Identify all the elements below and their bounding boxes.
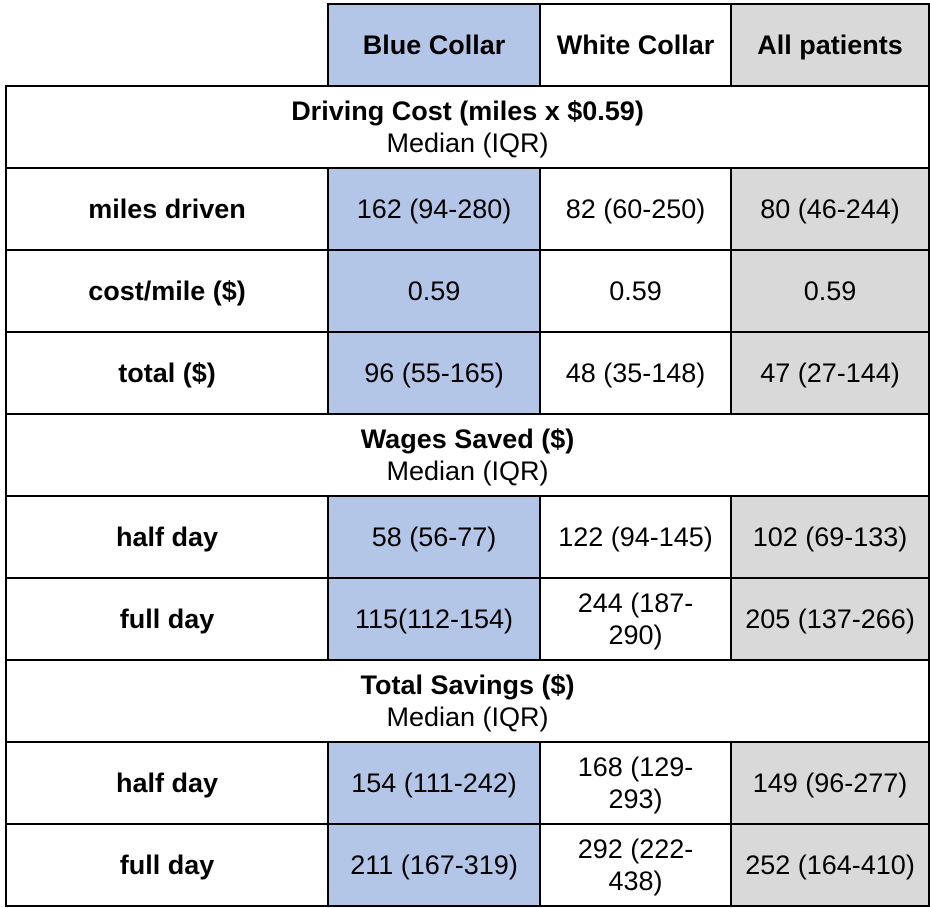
value-cell: 154 (111-242) (327, 741, 541, 825)
column-header: All patients (730, 3, 930, 87)
row-label: half day (5, 741, 329, 825)
value-cell: 211 (167-319) (327, 823, 541, 907)
data-row: half day 58 (56-77) 122 (94-145) 102 (69-13… (5, 495, 930, 579)
value-cell: 58 (56-77) (327, 495, 541, 579)
value-cell: 0.59 (539, 249, 732, 333)
data-row: total ($) 96 (55-165) 48 (35-148) 47 (27-14… (5, 331, 930, 415)
row-label: full day (5, 823, 329, 907)
value-cell: 292 (222-438) (539, 823, 732, 907)
value-cell: 244 (187-290) (539, 577, 732, 661)
value-cell: 162 (94-280) (327, 167, 541, 251)
column-header: Blue Collar (327, 3, 541, 87)
section-subtitle: Median (IQR) (386, 702, 549, 732)
data-row: full day 211 (167-319) 292 (222-438) 252 (1… (5, 823, 930, 907)
data-row: full day 115(112-154) 244 (187-290) 205 (13… (5, 577, 930, 661)
row-label: miles driven (5, 167, 329, 251)
header-row: Blue Collar White Collar All patients (6, 3, 930, 87)
section-subtitle: Median (IQR) (386, 128, 549, 158)
row-label: cost/mile ($) (5, 249, 329, 333)
value-cell: 47 (27-144) (730, 331, 930, 415)
data-row: miles driven 162 (94-280) 82 (60-250) 80 (4… (5, 167, 930, 251)
value-cell: 205 (137-266) (730, 577, 930, 661)
value-cell: 96 (55-165) (327, 331, 541, 415)
row-label: half day (5, 495, 329, 579)
value-cell: 102 (69-133) (730, 495, 930, 579)
value-cell: 80 (46-244) (730, 167, 930, 251)
section-row: Total Savings ($) Median (IQR) (5, 659, 930, 743)
blank-cell (6, 4, 329, 87)
table-body: Blue Collar White Collar All patients Drivi… (5, 3, 930, 907)
column-header: White Collar (539, 3, 732, 87)
value-cell: 82 (60-250) (539, 167, 732, 251)
value-cell: 122 (94-145) (539, 495, 732, 579)
section-title: Total Savings ($) (360, 670, 575, 700)
value-cell: 252 (164-410) (730, 823, 930, 907)
row-label: total ($) (5, 331, 329, 415)
section-row: Wages Saved ($) Median (IQR) (5, 413, 930, 497)
value-cell: 48 (35-148) (539, 331, 732, 415)
value-cell: 168 (129-293) (539, 741, 732, 825)
section-row: Driving Cost (miles x $0.59) Median (IQR) (5, 85, 930, 169)
row-label: full day (5, 577, 329, 661)
value-cell: 0.59 (730, 249, 930, 333)
savings-table: Blue Collar White Collar All patients Drivi… (5, 3, 930, 907)
section-subtitle: Median (IQR) (386, 456, 549, 486)
value-cell: 115(112-154) (327, 577, 541, 661)
data-row: cost/mile ($) 0.59 0.59 0.59 (5, 249, 930, 333)
section-cell: Driving Cost (miles x $0.59) Median (IQR) (5, 85, 930, 169)
section-cell: Total Savings ($) Median (IQR) (5, 659, 930, 743)
data-row: half day 154 (111-242) 168 (129-293) 149 (9… (5, 741, 930, 825)
section-cell: Wages Saved ($) Median (IQR) (5, 413, 930, 497)
value-cell: 149 (96-277) (730, 741, 930, 825)
value-cell: 0.59 (327, 249, 541, 333)
section-title: Driving Cost (miles x $0.59) (291, 96, 644, 126)
section-title: Wages Saved ($) (360, 424, 575, 454)
